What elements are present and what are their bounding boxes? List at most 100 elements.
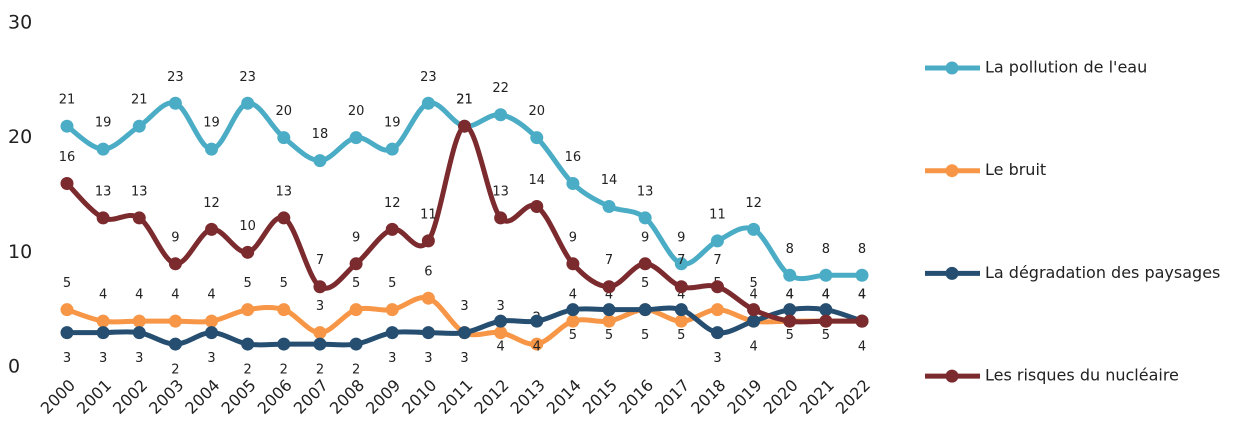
value-label: 12 <box>203 196 220 211</box>
value-label: 4 <box>858 340 866 355</box>
value-label: 7 <box>713 253 721 268</box>
value-label: 10 <box>239 219 256 234</box>
point <box>783 314 797 328</box>
series-line <box>65 123 862 325</box>
value-label: 11 <box>420 207 437 222</box>
x-tick-label: 2007 <box>290 376 332 418</box>
value-label: 12 <box>745 196 762 211</box>
value-label: 3 <box>460 351 468 366</box>
x-tick-label: 2000 <box>37 376 79 418</box>
point <box>819 314 833 328</box>
point <box>855 314 869 328</box>
point <box>385 142 399 156</box>
x-tick-label: 2014 <box>543 376 585 418</box>
x-tick-label: 2018 <box>687 376 729 418</box>
value-label: 3 <box>316 299 324 314</box>
value-label: 5 <box>280 276 288 291</box>
point <box>313 326 327 340</box>
point <box>747 314 761 328</box>
value-label: 21 <box>131 93 148 108</box>
value-label: 19 <box>95 116 112 131</box>
value-label: 13 <box>637 184 654 199</box>
value-label: 3 <box>496 299 504 314</box>
x-tick-label: 2020 <box>760 376 802 418</box>
value-label: 5 <box>822 328 830 343</box>
x-tick-label: 2001 <box>73 376 115 418</box>
value-label: 9 <box>677 230 685 245</box>
value-label: 2 <box>280 363 288 378</box>
value-label: 5 <box>641 276 649 291</box>
point <box>458 119 471 133</box>
point <box>60 177 74 191</box>
value-label: 2 <box>244 363 252 378</box>
value-label: 4 <box>677 288 685 303</box>
point <box>205 142 219 156</box>
value-label: 4 <box>822 288 830 303</box>
value-label: 4 <box>171 288 179 303</box>
value-label: 5 <box>749 276 757 291</box>
value-label: 4 <box>135 288 143 303</box>
value-label: 3 <box>460 299 468 314</box>
y-tick-label: 0 <box>8 356 20 378</box>
value-label: 5 <box>63 276 71 291</box>
point <box>638 257 652 271</box>
value-label: 3 <box>135 351 143 366</box>
value-label: 4 <box>207 288 215 303</box>
value-label: 4 <box>858 288 866 303</box>
value-label: 5 <box>244 276 252 291</box>
x-tick-label: 2015 <box>579 376 621 418</box>
value-label: 5 <box>605 328 613 343</box>
value-label: 21 <box>456 93 473 108</box>
value-label: 3 <box>388 351 396 366</box>
point <box>349 303 363 317</box>
point <box>638 303 652 317</box>
x-tick-label: 2011 <box>434 376 476 418</box>
value-label: 4 <box>822 288 830 303</box>
point <box>60 326 74 340</box>
value-label: 3 <box>99 351 107 366</box>
point <box>458 326 471 340</box>
point <box>168 314 182 328</box>
point <box>530 314 544 328</box>
point <box>674 314 688 328</box>
point <box>241 245 255 259</box>
point <box>494 108 508 122</box>
value-label: 19 <box>203 116 220 131</box>
point <box>602 314 616 328</box>
value-label: 23 <box>420 70 437 85</box>
value-label: 5 <box>786 328 794 343</box>
point <box>313 337 327 351</box>
value-label: 18 <box>312 127 329 142</box>
value-label: 4 <box>749 340 757 355</box>
point <box>60 119 74 133</box>
x-tick-label: 2016 <box>615 376 657 418</box>
point <box>313 280 327 294</box>
x-tick-label: 2005 <box>217 376 259 418</box>
point <box>96 326 110 340</box>
legend-label: La pollution de l'eau <box>985 58 1147 77</box>
x-tick-label: 2003 <box>145 376 187 418</box>
point <box>783 303 797 317</box>
point <box>241 337 255 351</box>
value-label: 8 <box>858 242 866 257</box>
point <box>674 257 688 271</box>
point <box>132 211 146 225</box>
point <box>96 314 110 328</box>
value-label: 3 <box>207 351 215 366</box>
point <box>277 131 291 145</box>
point <box>421 234 435 248</box>
point <box>385 326 399 340</box>
x-tick-label: 2002 <box>109 376 151 418</box>
value-label: 5 <box>352 276 360 291</box>
legend-label: Les risques du nucléaire <box>985 366 1179 385</box>
x-tick-label: 2019 <box>723 376 765 418</box>
x-tick-label: 2013 <box>507 376 549 418</box>
point <box>313 154 327 168</box>
value-label: 3 <box>424 351 432 366</box>
point <box>566 314 580 328</box>
point <box>819 303 833 317</box>
point <box>277 303 291 317</box>
point <box>602 280 616 294</box>
point <box>205 222 219 236</box>
